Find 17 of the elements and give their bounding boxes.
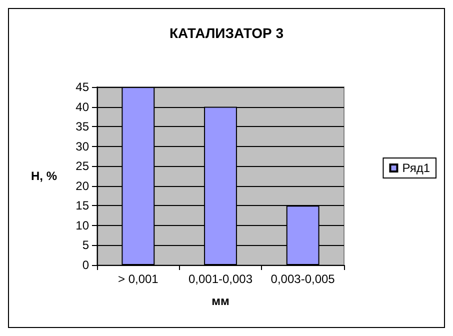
x-tick-label: > 0,001 [118, 272, 159, 286]
y-tick-label: 15 [76, 198, 90, 213]
chart-title: КАТАЛИЗАТОР 3 [169, 25, 284, 41]
y-tick-label: 30 [76, 139, 90, 154]
y-tick-label: 40 [76, 100, 90, 114]
x-axis-title: мм [212, 294, 230, 308]
y-tick-label: 0 [82, 258, 90, 272]
y-tick-label: 5 [82, 238, 90, 252]
x-tick-label: 0,003-0,005 [270, 272, 336, 286]
y-tick-label: 20 [76, 178, 90, 193]
x-tick-label: 0,001-0,003 [188, 272, 253, 286]
y-tick-label: 10 [76, 218, 90, 232]
y-axis-title: H, % [30, 169, 58, 183]
legend-label: Ряд1 [402, 161, 430, 175]
y-tick-label: 35 [76, 120, 90, 134]
y-tick-label: 45 [76, 80, 90, 94]
y-tick-label: 25 [76, 159, 90, 174]
